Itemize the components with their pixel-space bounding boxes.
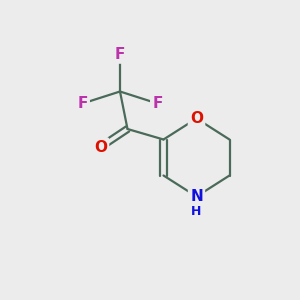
Text: N: N [190,189,203,204]
Text: O: O [190,111,203,126]
Text: O: O [94,140,107,154]
Text: F: F [115,46,125,62]
Text: H: H [191,205,202,218]
Text: F: F [77,96,88,111]
Text: F: F [152,96,163,111]
